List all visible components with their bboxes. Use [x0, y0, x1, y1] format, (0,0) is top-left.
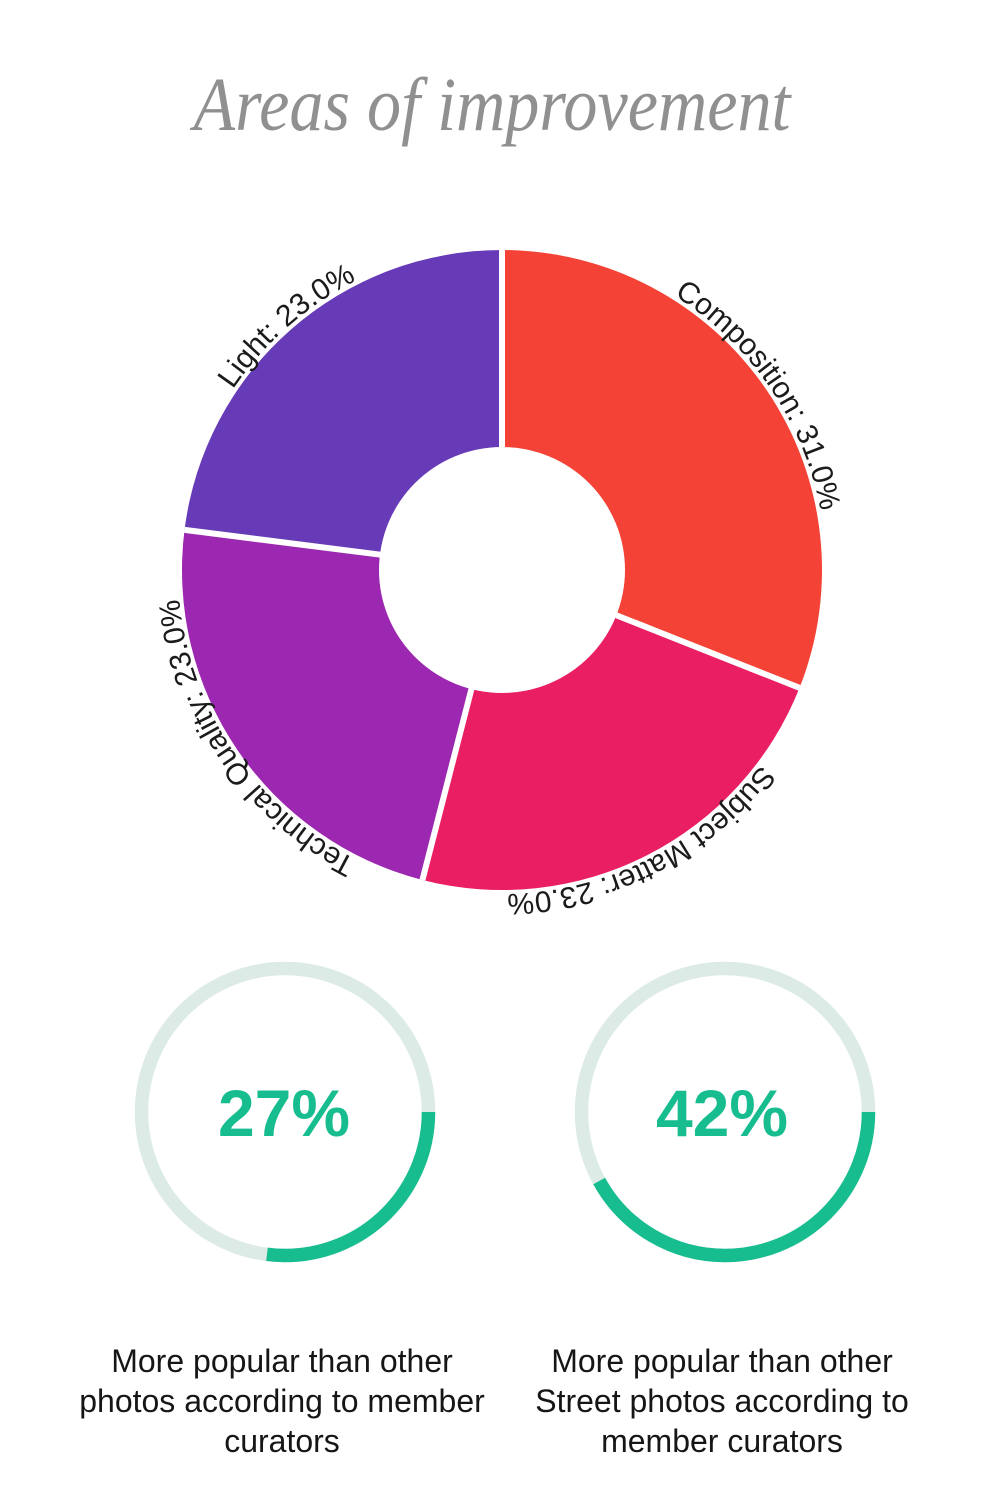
svg-text:photos according to member: photos according to member — [79, 1383, 485, 1419]
svg-text:Street photos according to: Street photos according to — [535, 1383, 909, 1419]
svg-text:More popular than other: More popular than other — [551, 1343, 893, 1379]
svg-text:curators: curators — [224, 1423, 340, 1459]
svg-text:More popular than other: More popular than other — [111, 1343, 453, 1379]
svg-text:27%: 27% — [218, 1076, 350, 1150]
svg-text:member curators: member curators — [601, 1423, 843, 1459]
svg-text:Areas of improvement: Areas of improvement — [189, 63, 792, 147]
svg-text:42%: 42% — [656, 1076, 788, 1150]
